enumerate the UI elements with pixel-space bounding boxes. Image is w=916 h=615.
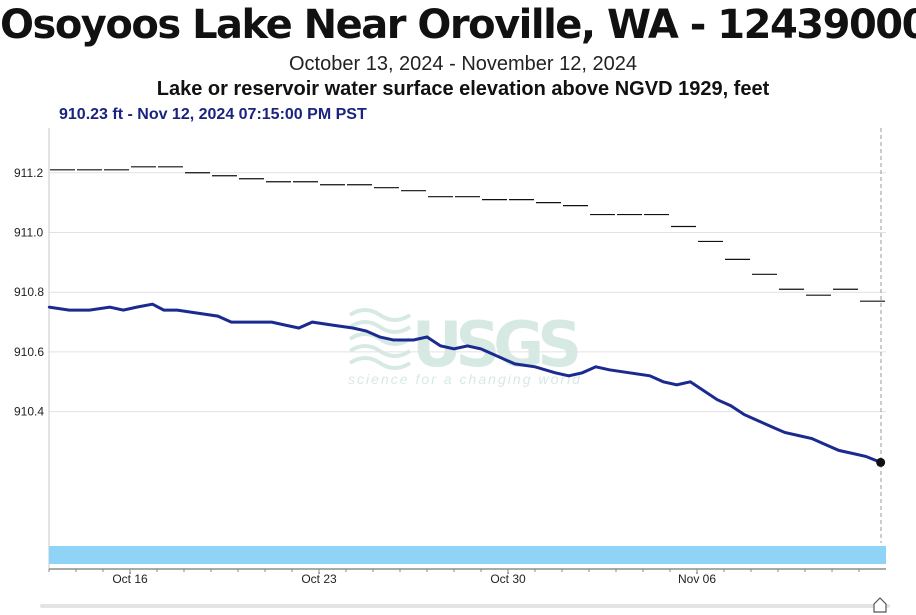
- series-point: [628, 371, 631, 375]
- x-tick-label: Oct 30: [490, 572, 526, 586]
- series-point: [493, 353, 496, 357]
- series-point: [378, 335, 381, 339]
- series-point: [392, 338, 395, 342]
- series-point: [365, 329, 368, 333]
- series-point: [270, 320, 273, 324]
- series-point: [425, 335, 429, 339]
- watermark-tagline: science for a changing world: [348, 371, 581, 387]
- y-tick-label: 910.6: [14, 345, 44, 359]
- series-point: [412, 338, 415, 342]
- series-point: [513, 362, 516, 366]
- series-point: [479, 347, 483, 351]
- series-point: [797, 434, 800, 437]
- series-point: [581, 371, 584, 375]
- overview-navigator-bar[interactable]: [49, 546, 886, 564]
- series-point: [452, 347, 456, 351]
- y-axis-ticks: 911.2 911.0 910.8 910.6 910.4: [14, 166, 44, 419]
- series-point: [176, 308, 179, 312]
- home-shaped-slider-handle-icon[interactable]: [873, 597, 887, 613]
- series-point: [810, 437, 813, 440]
- current-value-readout: 910.23 ft - Nov 12, 2024 07:15:00 PM PST: [59, 106, 367, 123]
- series-point: [196, 311, 199, 315]
- x-tick-label: Nov 06: [678, 572, 716, 586]
- series-point: [729, 404, 732, 407]
- series-points: [47, 302, 882, 464]
- series-point: [702, 389, 705, 392]
- parameter-label: Lake or reservoir water surface elevatio…: [156, 78, 770, 100]
- series-point: [108, 305, 111, 309]
- series-point: [567, 374, 570, 378]
- series-point: [331, 323, 334, 327]
- usgs-waves-icon: [348, 308, 412, 370]
- x-tick-label: Oct 16: [112, 572, 148, 586]
- series-point: [533, 365, 537, 369]
- chart-title: Osoyoos Lake Near Oroville, WA - 1243900…: [0, 2, 916, 48]
- series-point: [716, 398, 719, 401]
- series-point: [743, 413, 746, 416]
- series-point: [466, 344, 469, 348]
- date-range: October 13, 2024 - November 12, 2024: [289, 53, 637, 75]
- series-point: [837, 449, 840, 452]
- y-tick-label: 910.4: [14, 405, 44, 419]
- series-point: [770, 425, 773, 428]
- y-tick-label: 911.2: [14, 166, 43, 180]
- current-value-marker[interactable]: [876, 457, 886, 467]
- series-point: [284, 323, 287, 327]
- x-tick-label: Oct 23: [301, 572, 337, 586]
- series-point: [88, 308, 91, 312]
- x-axis-ticks: Oct 16 Oct 23 Oct 30 Nov 06: [48, 569, 860, 586]
- series-point: [151, 302, 154, 306]
- series-point: [608, 368, 611, 372]
- series-point: [162, 308, 165, 312]
- series-point: [351, 326, 354, 330]
- series-point: [851, 452, 854, 455]
- series-point: [824, 443, 827, 446]
- y-tick-label: 910.8: [14, 285, 44, 299]
- series-point: [230, 320, 233, 324]
- series-point: [864, 455, 867, 458]
- series-point: [783, 431, 786, 434]
- series-point: [297, 326, 300, 330]
- y-tick-label: 911.0: [14, 225, 43, 239]
- series-point: [216, 314, 219, 318]
- series-point: [594, 365, 597, 369]
- series-point: [675, 383, 678, 386]
- series-point: [311, 320, 314, 324]
- series-point: [135, 305, 138, 309]
- series-point: [689, 380, 692, 383]
- series-point: [756, 419, 759, 422]
- series-point: [122, 308, 125, 312]
- daily-step-series: [50, 166, 886, 302]
- series-point: [648, 374, 651, 378]
- series-point: [68, 308, 71, 312]
- series-point: [554, 371, 557, 375]
- time-scrollbar-track[interactable]: [40, 604, 890, 608]
- series-point: [662, 380, 665, 383]
- series-point: [47, 305, 51, 309]
- series-point: [250, 320, 253, 324]
- series-point: [439, 344, 442, 348]
